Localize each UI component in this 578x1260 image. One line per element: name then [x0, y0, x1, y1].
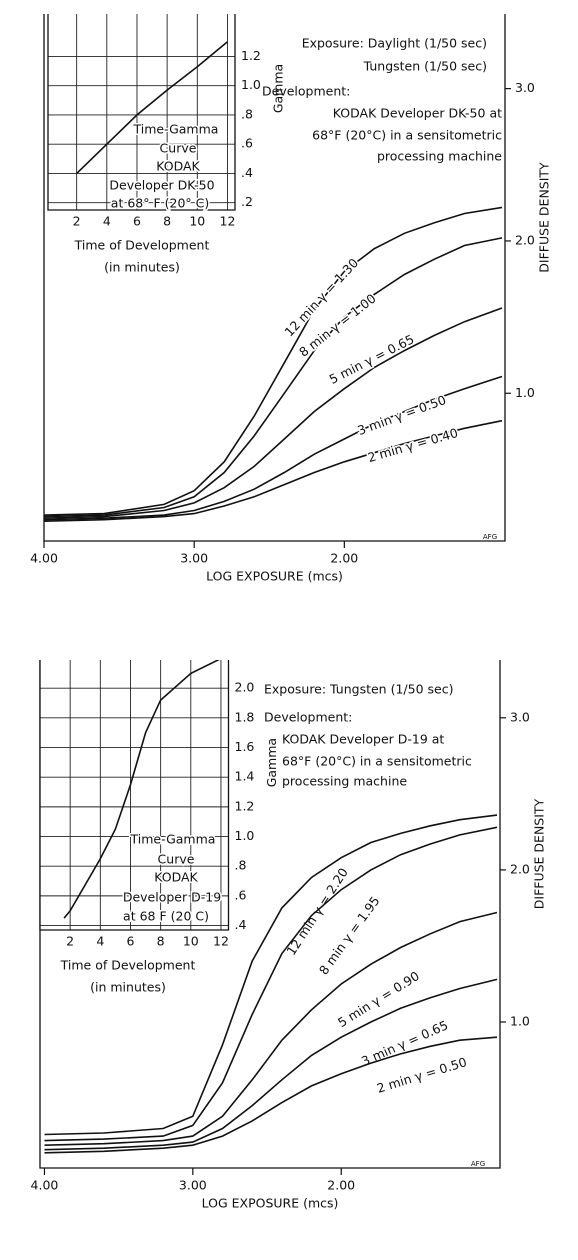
curve — [43, 419, 503, 522]
inset-x-axis-note: (in minutes) — [90, 980, 166, 995]
inset-note: Curve — [160, 141, 197, 156]
annotation: processing machine — [377, 149, 502, 164]
x-tick-label: 4.00 — [30, 551, 58, 566]
x-tick-label: 3.00 — [179, 1178, 207, 1193]
inset-note: Time-Gamma — [133, 122, 219, 137]
inset-y-tick-label: .4 — [235, 917, 247, 932]
x-tick-label: 3.00 — [180, 551, 208, 566]
inset-y-tick-label: 1.8 — [235, 709, 255, 724]
inset-y-tick-label: .8 — [241, 106, 253, 121]
inset-background — [40, 660, 229, 930]
inset-note: Curve — [158, 852, 195, 867]
inset-note: at 68 F (20 C) — [123, 909, 209, 924]
inset-y-tick-label: .6 — [241, 136, 253, 151]
inset-frame — [39, 660, 230, 931]
curve — [44, 814, 498, 1136]
inset-x-tick-label: 10 — [189, 214, 205, 229]
annotation: 68°F (20°C) in a sensitometric — [312, 128, 502, 143]
inset-x-tick-label: 2 — [66, 934, 74, 949]
credit: AFG — [483, 533, 497, 541]
inset-y-tick-label: .4 — [241, 165, 253, 180]
curve — [43, 375, 503, 521]
y-tick-label: 1.0 — [510, 1013, 530, 1028]
inset-x-tick-label: 4 — [103, 214, 111, 229]
inset-x-tick-label: 12 — [213, 934, 229, 949]
inset-x-axis-title: Time of Development — [74, 238, 210, 253]
series-label: 2 min γ = 0.40 — [366, 425, 460, 465]
series-label: 5 min γ = 0.90 — [335, 968, 422, 1030]
curve — [44, 826, 498, 1142]
inset-y-tick-label: .2 — [241, 194, 253, 209]
inset-y-tick-label: .6 — [235, 887, 247, 902]
x-axis-title: LOG EXPOSURE (mcs) — [206, 569, 343, 584]
curve — [63, 660, 220, 919]
inset-y-tick-label: .8 — [235, 858, 247, 873]
y-tick-label: 2.0 — [510, 861, 530, 876]
inset-note: Time-Gamma — [130, 832, 216, 847]
inset-y-axis-title: Gamma — [271, 64, 286, 113]
annotation: Exposure: Daylight (1/50 sec) — [302, 36, 487, 51]
y-axis-title: DIFFUSE DENSITY — [537, 162, 552, 273]
annotation: processing machine — [282, 774, 407, 789]
annotation: Exposure: Tungsten (1/50 sec) — [264, 682, 453, 697]
x-tick-label: 2.00 — [327, 1178, 355, 1193]
series-label: 2 min γ = 0.50 — [375, 1054, 468, 1096]
y-tick-label: 3.0 — [515, 80, 535, 95]
inset-note: at 68° F (20° C) — [111, 196, 209, 211]
curve — [44, 911, 498, 1146]
inset-x-tick-label: 6 — [133, 214, 141, 229]
inset-note: Developer DK-50 — [109, 178, 214, 193]
annotation: KODAK Developer DK-50 at — [333, 106, 502, 121]
y-tick-label: 1.0 — [515, 385, 535, 400]
inset-y-tick-label: 1.2 — [235, 798, 255, 813]
inset-x-tick-label: 6 — [127, 934, 135, 949]
x-tick-label: 4.00 — [31, 1178, 59, 1193]
inset-note: Developer D-19 — [123, 890, 221, 905]
curve — [43, 206, 503, 516]
annotation: 68°F (20°C) in a sensitometric — [282, 754, 472, 769]
inset-x-tick-label: 12 — [220, 214, 236, 229]
inset-x-tick-label: 4 — [96, 934, 104, 949]
series-label: 5 min γ = 0.65 — [327, 331, 417, 387]
inset-x-axis-title: Time of Development — [60, 958, 196, 973]
inset-y-tick-label: 2.0 — [235, 680, 255, 695]
curve — [43, 307, 503, 519]
inset-y-axis-title: Gamma — [264, 738, 279, 787]
inset-x-tick-label: 2 — [73, 214, 81, 229]
annotation: Tungsten (1/50 sec) — [363, 59, 487, 74]
annotation: KODAK Developer D-19 at — [282, 732, 444, 747]
credit: AFG — [471, 1160, 485, 1168]
curve — [43, 237, 503, 518]
y-tick-label: 2.0 — [515, 232, 535, 247]
inset-x-tick-label: 8 — [157, 934, 165, 949]
series-label: 12 min γ = 1.30 — [281, 255, 361, 339]
inset-y-tick-label: 1.2 — [241, 48, 261, 63]
inset-y-tick-label: 1.6 — [235, 739, 255, 754]
inset-y-tick-label: 1.4 — [235, 769, 255, 784]
annotation: Development: — [262, 84, 350, 99]
x-axis-title: LOG EXPOSURE (mcs) — [202, 1196, 339, 1211]
x-tick-label: 2.00 — [330, 551, 358, 566]
inset-note: KODAK — [156, 159, 200, 174]
annotation: Development: — [264, 710, 352, 725]
inset-x-tick-label: 10 — [183, 934, 199, 949]
curve — [44, 978, 498, 1151]
inset-x-axis-note: (in minutes) — [104, 260, 180, 275]
y-axis-title: DIFFUSE DENSITY — [532, 798, 547, 909]
inset-x-tick-label: 8 — [163, 214, 171, 229]
inset-y-tick-label: 1.0 — [235, 828, 255, 843]
y-tick-label: 3.0 — [510, 709, 530, 724]
inset-frame — [47, 14, 236, 211]
inset-y-tick-label: 1.0 — [241, 77, 261, 92]
series-label: 3 min γ = 0.65 — [359, 1017, 450, 1069]
plot-frame — [43, 14, 506, 542]
inset-note: KODAK — [154, 870, 198, 885]
curve — [44, 1036, 498, 1154]
curve — [76, 41, 229, 174]
